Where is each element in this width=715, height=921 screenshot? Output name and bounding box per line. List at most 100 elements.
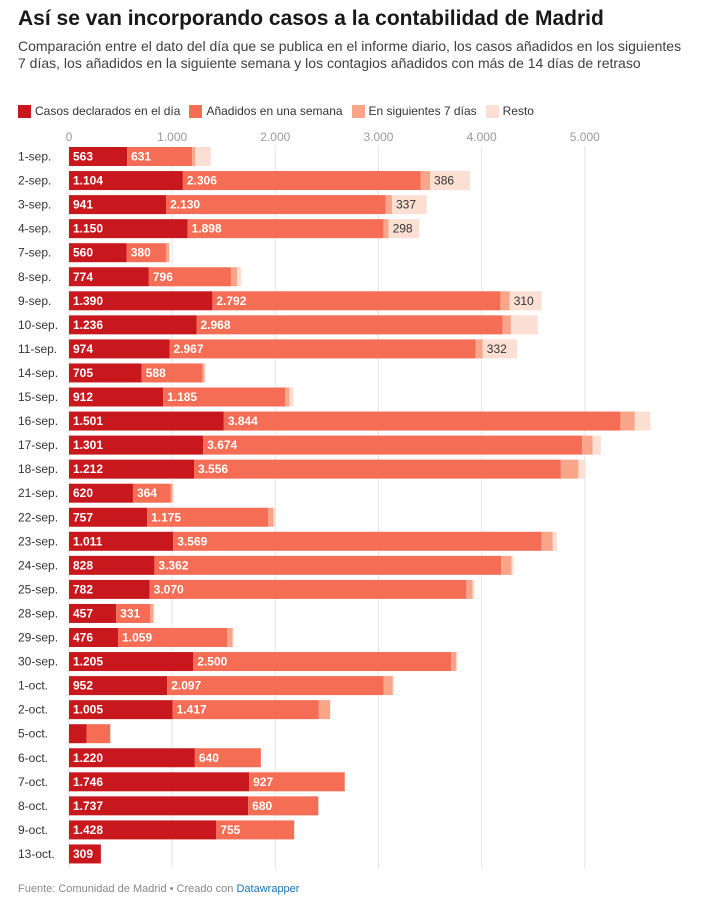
bar-segment	[69, 603, 117, 623]
bar-segment	[195, 147, 211, 166]
bar-segment	[86, 724, 111, 744]
data-label: 331	[120, 606, 140, 620]
data-label: 3.569	[177, 534, 207, 548]
legend-swatch	[351, 104, 365, 118]
bar-segment	[383, 219, 389, 239]
category-label: 29-sep.	[18, 631, 58, 645]
bar-segment	[578, 459, 586, 479]
bar-segment	[194, 748, 261, 768]
data-label: 620	[73, 486, 93, 500]
category-label: 14-sep.	[18, 366, 58, 380]
data-label: 2.968	[201, 318, 231, 332]
category-label: 8-oct.	[18, 799, 48, 813]
data-label: 974	[73, 342, 93, 356]
bar-segment	[273, 507, 276, 527]
bar-segment	[268, 507, 274, 527]
data-label: 1.236	[73, 318, 103, 332]
data-label: 1.220	[73, 751, 103, 765]
category-label: 22-sep.	[18, 510, 58, 524]
data-label: 1.737	[73, 799, 103, 813]
category-label: 28-sep.	[18, 606, 58, 620]
bar-segment	[249, 772, 345, 792]
category-label: 6-oct.	[18, 751, 48, 765]
bar-segment	[383, 676, 393, 696]
data-label: 364	[137, 486, 157, 500]
category-label: 2-oct.	[18, 703, 48, 717]
bar-segment	[116, 603, 151, 623]
bar-segment	[204, 363, 206, 383]
bar-segment	[141, 363, 203, 383]
bar-segment	[154, 555, 502, 575]
footer-credit: Fuente: Comunidad de Madrid • Creado con…	[18, 883, 299, 895]
bar-segment	[451, 652, 457, 672]
bar-segment	[194, 459, 561, 479]
category-label: 30-sep.	[18, 655, 58, 669]
category-label: 4-sep.	[18, 222, 51, 236]
category-label: 16-sep.	[18, 414, 58, 428]
legend-label: Resto	[502, 104, 534, 118]
data-label: 705	[73, 366, 93, 380]
bar-segment	[509, 291, 542, 311]
data-label: 2.130	[170, 198, 200, 212]
data-label: 3.674	[207, 438, 237, 452]
bar-segment	[118, 628, 228, 647]
category-label: 24-sep.	[18, 558, 58, 572]
bar-segment	[620, 411, 635, 431]
bar-segment	[167, 676, 384, 696]
bar-segment	[318, 700, 331, 720]
chart-title: Así se van incorporando casos a la conta…	[18, 7, 604, 30]
bar-segment	[592, 435, 601, 455]
bar-segment	[285, 387, 290, 407]
data-label: 3.556	[198, 462, 228, 476]
category-label: 18-sep.	[18, 462, 58, 476]
bar-segment	[69, 435, 204, 455]
data-label: 1.175	[151, 510, 181, 524]
category-label: 2-sep.	[18, 174, 51, 188]
legend-label: Casos declarados en el día	[35, 104, 181, 118]
data-label: 782	[73, 582, 93, 596]
legend-label: Añadidos en una semana	[206, 104, 343, 118]
bar-segment	[69, 387, 164, 407]
bar-segment	[237, 267, 242, 287]
bar-segment	[482, 339, 518, 359]
data-label: 2.306	[187, 174, 217, 188]
bar-segment	[203, 435, 583, 455]
bar-segment	[169, 243, 171, 263]
data-label: 588	[146, 366, 166, 380]
legend-item-declared: Casos declarados en el día	[18, 104, 180, 118]
bar-segment	[192, 147, 196, 166]
bar-segment	[202, 363, 205, 383]
data-label: 1.390	[73, 294, 103, 308]
data-label: 1.104	[73, 174, 103, 188]
data-label: 680	[252, 799, 272, 813]
bar-segment	[182, 171, 421, 191]
bar-segment	[385, 195, 392, 215]
bar-segment	[500, 291, 510, 311]
data-label: 927	[253, 775, 273, 789]
bar-segment	[187, 219, 384, 239]
data-label: 298	[393, 222, 413, 236]
category-label: 13-oct.	[18, 847, 55, 861]
bar-segment	[150, 603, 154, 623]
bar-segment	[193, 652, 452, 672]
bar-segment	[148, 267, 231, 287]
bar-segment	[501, 555, 512, 575]
data-label: 796	[153, 270, 173, 284]
legend-swatch	[18, 104, 31, 118]
bar-segment	[69, 507, 148, 527]
datawrapper-link[interactable]: Datawrapper	[236, 883, 300, 895]
data-label: 476	[73, 631, 93, 645]
bar-segment	[69, 748, 195, 768]
data-label: 755	[220, 823, 240, 837]
bar-segment	[126, 243, 166, 263]
bar-segment	[172, 700, 319, 720]
category-label: 5-oct.	[18, 727, 48, 741]
bar-segment	[69, 844, 101, 864]
bar-segment	[69, 291, 213, 311]
chart-subtitle: Comparación entre el dato del día que se…	[18, 38, 682, 71]
chart-legend: Casos declarados en el día Añadidos en u…	[18, 102, 543, 120]
bar-segment	[541, 531, 553, 551]
bar-segment	[153, 603, 155, 623]
bar-segment	[172, 483, 174, 503]
x-tick-label: 5.000	[570, 130, 600, 144]
